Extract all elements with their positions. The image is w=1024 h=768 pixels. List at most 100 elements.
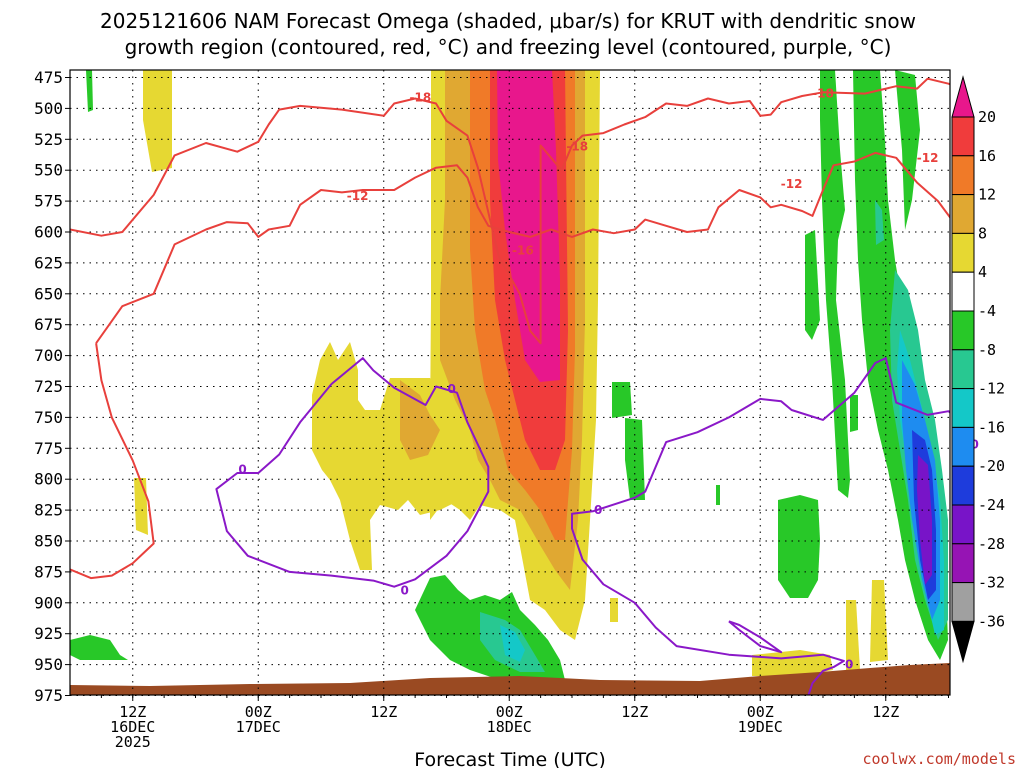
y-tick-label: 525 <box>34 130 63 149</box>
x-tick-label: 18DEC <box>487 718 532 736</box>
colorbar-swatch <box>951 465 975 506</box>
y-tick-label: 675 <box>34 315 63 334</box>
y-tick-label: 575 <box>34 192 63 211</box>
colorbar-swatch <box>951 349 975 390</box>
descent-4-8-region <box>820 70 850 498</box>
colorbar-swatch <box>951 582 975 622</box>
colorbar-label: -4 <box>978 302 996 320</box>
y-tick-label: 850 <box>34 532 63 551</box>
y-tick-label: 750 <box>34 408 63 427</box>
colorbar-swatch <box>951 504 975 545</box>
colorbar-label: 16 <box>978 147 996 165</box>
y-tick-label: 650 <box>34 284 63 303</box>
x-tick-label: 17DEC <box>236 718 281 736</box>
y-tick-label: 550 <box>34 161 63 180</box>
omega-shading <box>70 70 950 695</box>
descent-4-8-region <box>895 70 920 230</box>
descent-4-8-region <box>805 230 820 340</box>
colorbar-swatch <box>951 232 975 273</box>
descent-4-8-region <box>70 635 128 660</box>
descent-4-8-region <box>778 495 820 598</box>
descent-4-8-region <box>86 70 93 112</box>
x-tick-label: 00Z <box>245 703 272 721</box>
y-tick-label: 625 <box>34 253 63 272</box>
contour-label: 0 <box>448 382 456 396</box>
ascent-4-8-region <box>143 70 172 172</box>
ground-terrain <box>70 663 950 695</box>
y-tick-label: 925 <box>34 624 63 643</box>
y-tick-label: 975 <box>34 686 63 705</box>
x-tick-label: 12Z <box>370 703 397 721</box>
colorbar-swatch <box>951 116 975 157</box>
contour-label: -12 <box>917 151 939 165</box>
contour-label: -12 <box>347 189 369 203</box>
y-tick-label: 950 <box>34 655 63 674</box>
x-tick-label: 2025 <box>115 733 151 751</box>
chart-title-line-2: growth region (contoured, red, °C) and f… <box>125 35 892 59</box>
colorbar-swatch <box>951 426 975 467</box>
colorbar-label: -16 <box>978 418 1005 436</box>
y-tick-label: 875 <box>34 562 63 581</box>
colorbar-label: -32 <box>978 574 1005 592</box>
y-tick-label: 900 <box>34 593 63 612</box>
contour-labels: -18 -18 -18 -16 -12 -12 -12 0 0 0 0 0 0 <box>238 87 978 672</box>
grid-lines <box>70 70 950 696</box>
y-tick-label: 825 <box>34 501 63 520</box>
colorbar-swatch <box>951 271 975 312</box>
contour-dgz-lower-2 <box>95 151 950 344</box>
x-tick-label: 12Z <box>872 703 899 721</box>
contour-label: 0 <box>594 503 602 517</box>
contour-lines <box>70 77 950 695</box>
x-tick-label: 16DEC <box>110 718 155 736</box>
descent-8-12-region <box>875 200 884 245</box>
contour-freezing-level-2 <box>571 357 950 695</box>
descent-4-8-region <box>716 485 720 505</box>
colorbar-label: -8 <box>978 341 996 359</box>
x-tick-label: 00Z <box>747 703 774 721</box>
colorbar-label: 4 <box>978 263 987 281</box>
colorbar-label: 12 <box>978 186 996 204</box>
contour-label: 0 <box>400 583 408 597</box>
plot-frame <box>69 69 951 696</box>
contour-label: -16 <box>512 244 534 258</box>
colorbar-label: -36 <box>978 612 1005 630</box>
ascent-4-8-region <box>610 598 618 622</box>
credit-text: coolwx.com/models <box>862 750 1016 768</box>
colorbar-swatch <box>951 194 975 234</box>
y-tick-label: 600 <box>34 223 63 242</box>
y-tick-label: 800 <box>34 470 63 489</box>
descent-24-28-region <box>917 455 932 585</box>
ascent-4-8-region <box>846 600 860 670</box>
contour-label: -18 <box>812 87 834 101</box>
y-tick-label: 475 <box>34 68 63 87</box>
colorbar-swatch <box>951 310 975 351</box>
descent-12-16-region <box>500 625 525 662</box>
x-tick-label: 12Z <box>119 703 146 721</box>
ascent-4-8-region <box>870 580 888 662</box>
y-tick-label: 700 <box>34 346 63 365</box>
colorbar-label: -24 <box>978 496 1005 514</box>
contour-dgz-upper <box>70 77 950 345</box>
y-tick-label: 500 <box>34 99 63 118</box>
colorbar-swatch <box>951 543 975 584</box>
contour-label: 0 <box>970 438 978 452</box>
colorbar-label: -20 <box>978 457 1005 475</box>
contour-dgz-lower <box>70 343 155 580</box>
x-tick-label: 00Z <box>496 703 523 721</box>
colorbar-swatch <box>951 388 975 428</box>
contour-label: -12 <box>781 177 803 191</box>
colorbar-bottom-arrow <box>951 620 975 664</box>
contour-label: -18 <box>410 90 432 104</box>
descent-4-8-region <box>612 382 632 418</box>
x-axis-label: Forecast Time (UTC) <box>414 749 605 768</box>
y-tick-label: 775 <box>34 439 63 458</box>
contour-label: 0 <box>845 658 853 672</box>
colorbar-swatch <box>951 155 975 196</box>
y-axis-ticks: 475 500 525 550 575 600 625 650 675 700 725 750 775 8… <box>34 68 70 705</box>
chart-title-line-1: 2025121606 NAM Forecast Omega (shaded, μ… <box>100 9 916 33</box>
x-tick-label: 19DEC <box>738 718 783 736</box>
contour-label: 0 <box>238 462 246 476</box>
contour-freezing-level-1 <box>215 357 490 588</box>
